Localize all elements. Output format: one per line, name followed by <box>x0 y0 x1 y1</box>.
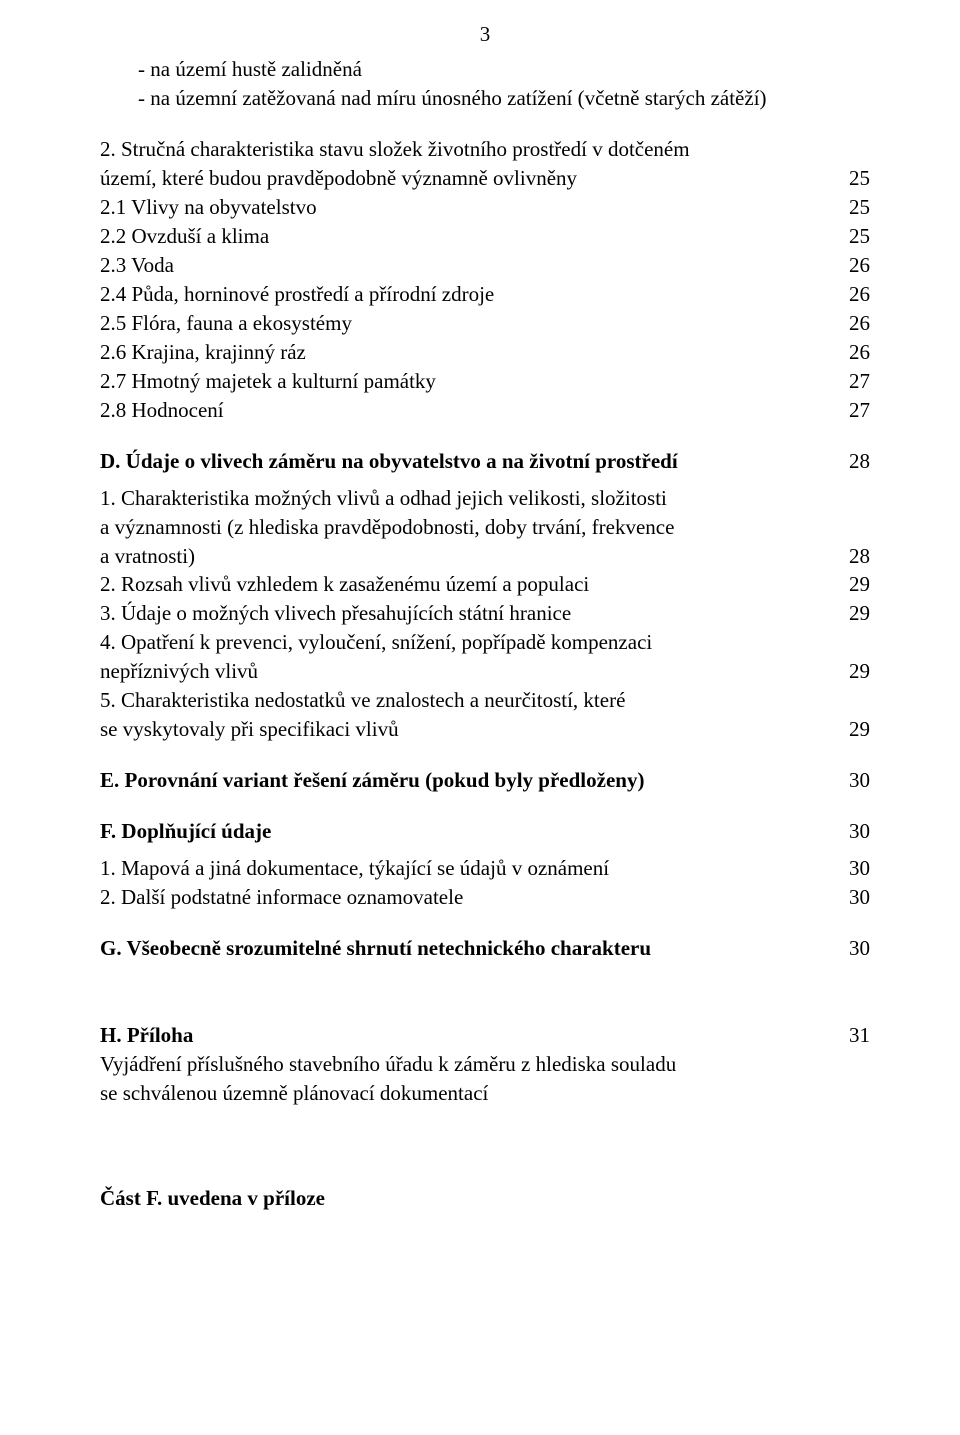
toc-page-num: 26 <box>840 280 870 309</box>
line: a vratnosti) <box>130 542 816 571</box>
section-heading-row: F. Doplňující údaje 30 <box>100 817 870 846</box>
toc-row: 2. Stručná charakteristika stavu složek … <box>100 135 870 193</box>
spacer <box>100 476 870 484</box>
section-heading: F. Doplňující údaje <box>100 817 840 846</box>
toc-page-num: 30 <box>840 934 870 963</box>
toc-text: 3. Údaje o možných vlivech přesahujících… <box>130 599 840 628</box>
section-h: H. Příloha 31 Vyjádření příslušného stav… <box>100 1021 870 1108</box>
toc-text: 5. Charakteristika nedostatků ve znalost… <box>130 686 840 744</box>
section-f: F. Doplňující údaje 30 1. Mapová a jiná … <box>100 817 870 912</box>
toc-page-num: 26 <box>840 309 870 338</box>
toc-page-num: 25 <box>840 193 870 222</box>
toc-text: 2.7 Hmotný majetek a kulturní památky <box>100 367 840 396</box>
toc-text: 2.1 Vlivy na obyvatelstvo <box>100 193 840 222</box>
toc-page-num: 29 <box>840 657 870 686</box>
section-heading: H. Příloha <box>100 1021 840 1050</box>
toc-page-num: 29 <box>840 715 870 744</box>
section-heading-row: D. Údaje o vlivech záměru na obyvatelstv… <box>100 447 870 476</box>
toc-text: 2.8 Hodnocení <box>100 396 840 425</box>
toc-row: 2.7 Hmotný majetek a kulturní památky 27 <box>100 367 870 396</box>
section-heading-row: E. Porovnání variant řešení záměru (poku… <box>100 766 870 795</box>
line: území, které budou pravděpodobně významn… <box>100 166 577 190</box>
section-2: 2. Stručná charakteristika stavu složek … <box>100 135 870 425</box>
bullet-item: na územní zatěžovaná nad míru únosného z… <box>100 84 870 113</box>
toc-row: 5. Charakteristika nedostatků ve znalost… <box>130 686 870 744</box>
toc-row: 2.4 Půda, horninové prostředí a přírodní… <box>100 280 870 309</box>
section-heading: E. Porovnání variant řešení záměru (poku… <box>100 766 840 795</box>
toc-page-num: 27 <box>840 396 870 425</box>
line: 2. Stručná charakteristika stavu složek … <box>100 137 690 161</box>
section-heading: G. Všeobecně srozumitelné shrnutí netech… <box>100 934 840 963</box>
section-h-line: Vyjádření příslušného stavebního úřadu k… <box>100 1050 870 1079</box>
toc-row: 1. Mapová a jiná dokumentace, týkající s… <box>130 854 870 883</box>
toc-row: 3. Údaje o možných vlivech přesahujících… <box>130 599 870 628</box>
document-page: 3 na území hustě zalidněná na územní zat… <box>0 0 960 1273</box>
section-g: G. Všeobecně srozumitelné shrnutí netech… <box>100 934 870 963</box>
line: nepříznivých vlivů <box>130 657 816 686</box>
toc-text: 1. Charakteristika možných vlivů a odhad… <box>130 484 840 571</box>
toc-row: 2.6 Krajina, krajinný ráz 26 <box>100 338 870 367</box>
page-number: 3 <box>100 20 870 49</box>
section-heading-row: G. Všeobecně srozumitelné shrnutí netech… <box>100 934 870 963</box>
toc-page-num: 26 <box>840 338 870 367</box>
toc-text: 1. Mapová a jiná dokumentace, týkající s… <box>130 854 840 883</box>
spacer <box>100 846 870 854</box>
toc-page-num: 30 <box>840 817 870 846</box>
spacer <box>100 985 870 1021</box>
spacer <box>100 1130 870 1184</box>
section-h-line: se schválenou územně plánovací dokumenta… <box>100 1079 870 1108</box>
section-heading: D. Údaje o vlivech záměru na obyvatelstv… <box>100 447 840 476</box>
toc-text: 2.6 Krajina, krajinný ráz <box>100 338 840 367</box>
line: 1. Charakteristika možných vlivů a odhad… <box>130 484 816 513</box>
line: 2. Rozsah vlivů vzhledem k zasaženému úz… <box>130 570 816 599</box>
line: se vyskytovaly při specifikaci vlivů <box>130 715 816 744</box>
toc-row: 2. Další podstatné informace oznamovatel… <box>130 883 870 912</box>
toc-row: 2.5 Flóra, fauna a ekosystémy 26 <box>100 309 870 338</box>
section-d: D. Údaje o vlivech záměru na obyvatelstv… <box>100 447 870 745</box>
toc-row: 2.8 Hodnocení 27 <box>100 396 870 425</box>
toc-text: 2. Rozsah vlivů vzhledem k zasaženému úz… <box>130 570 840 599</box>
toc-page-num: 31 <box>840 1021 870 1050</box>
toc-page-num: 29 <box>840 570 870 599</box>
toc-page-num: 27 <box>840 367 870 396</box>
section-e: E. Porovnání variant řešení záměru (poku… <box>100 766 870 795</box>
footer-note: Část F. uvedena v příloze <box>100 1184 870 1213</box>
toc-text: 2.4 Půda, horninové prostředí a přírodní… <box>100 280 840 309</box>
line: 5. Charakteristika nedostatků ve znalost… <box>130 686 816 715</box>
toc-text: 4. Opatření k prevenci, vyloučení, sníže… <box>130 628 840 686</box>
section-d-items: 1. Charakteristika možných vlivů a odhad… <box>100 484 870 745</box>
toc-page-num: 25 <box>840 164 870 193</box>
toc-row: 1. Charakteristika možných vlivů a odhad… <box>130 484 870 571</box>
toc-row: 4. Opatření k prevenci, vyloučení, sníže… <box>130 628 870 686</box>
toc-page-num: 29 <box>840 599 870 628</box>
toc-text: 2.2 Ovzduší a klima <box>100 222 840 251</box>
toc-page-num: 28 <box>840 447 870 476</box>
toc-page-num: 30 <box>840 883 870 912</box>
toc-text: 2.3 Voda <box>100 251 840 280</box>
toc-page-num: 26 <box>840 251 870 280</box>
intro-bullets: na území hustě zalidněná na územní zatěž… <box>100 55 870 113</box>
toc-page-num: 30 <box>840 766 870 795</box>
toc-page-num: 25 <box>840 222 870 251</box>
line: 3. Údaje o možných vlivech přesahujících… <box>130 599 816 628</box>
line: 2. Další podstatné informace oznamovatel… <box>130 883 816 912</box>
toc-page-num: 30 <box>840 854 870 883</box>
toc-text: 2. Další podstatné informace oznamovatel… <box>130 883 840 912</box>
toc-row: 2.3 Voda 26 <box>100 251 870 280</box>
line: 4. Opatření k prevenci, vyloučení, sníže… <box>130 628 816 657</box>
toc-row: 2.1 Vlivy na obyvatelstvo 25 <box>100 193 870 222</box>
section-f-items: 1. Mapová a jiná dokumentace, týkající s… <box>100 854 870 912</box>
toc-text: 2. Stručná charakteristika stavu složek … <box>100 135 840 193</box>
toc-row: 2. Rozsah vlivů vzhledem k zasaženému úz… <box>130 570 870 599</box>
toc-page-num: 28 <box>840 542 870 571</box>
toc-text: 2.5 Flóra, fauna a ekosystémy <box>100 309 840 338</box>
toc-row: 2.2 Ovzduší a klima 25 <box>100 222 870 251</box>
bullet-item: na území hustě zalidněná <box>100 55 870 84</box>
section-heading-row: H. Příloha 31 <box>100 1021 870 1050</box>
line: 1. Mapová a jiná dokumentace, týkající s… <box>130 854 816 883</box>
line: a významnosti (z hlediska pravděpodobnos… <box>130 513 816 542</box>
